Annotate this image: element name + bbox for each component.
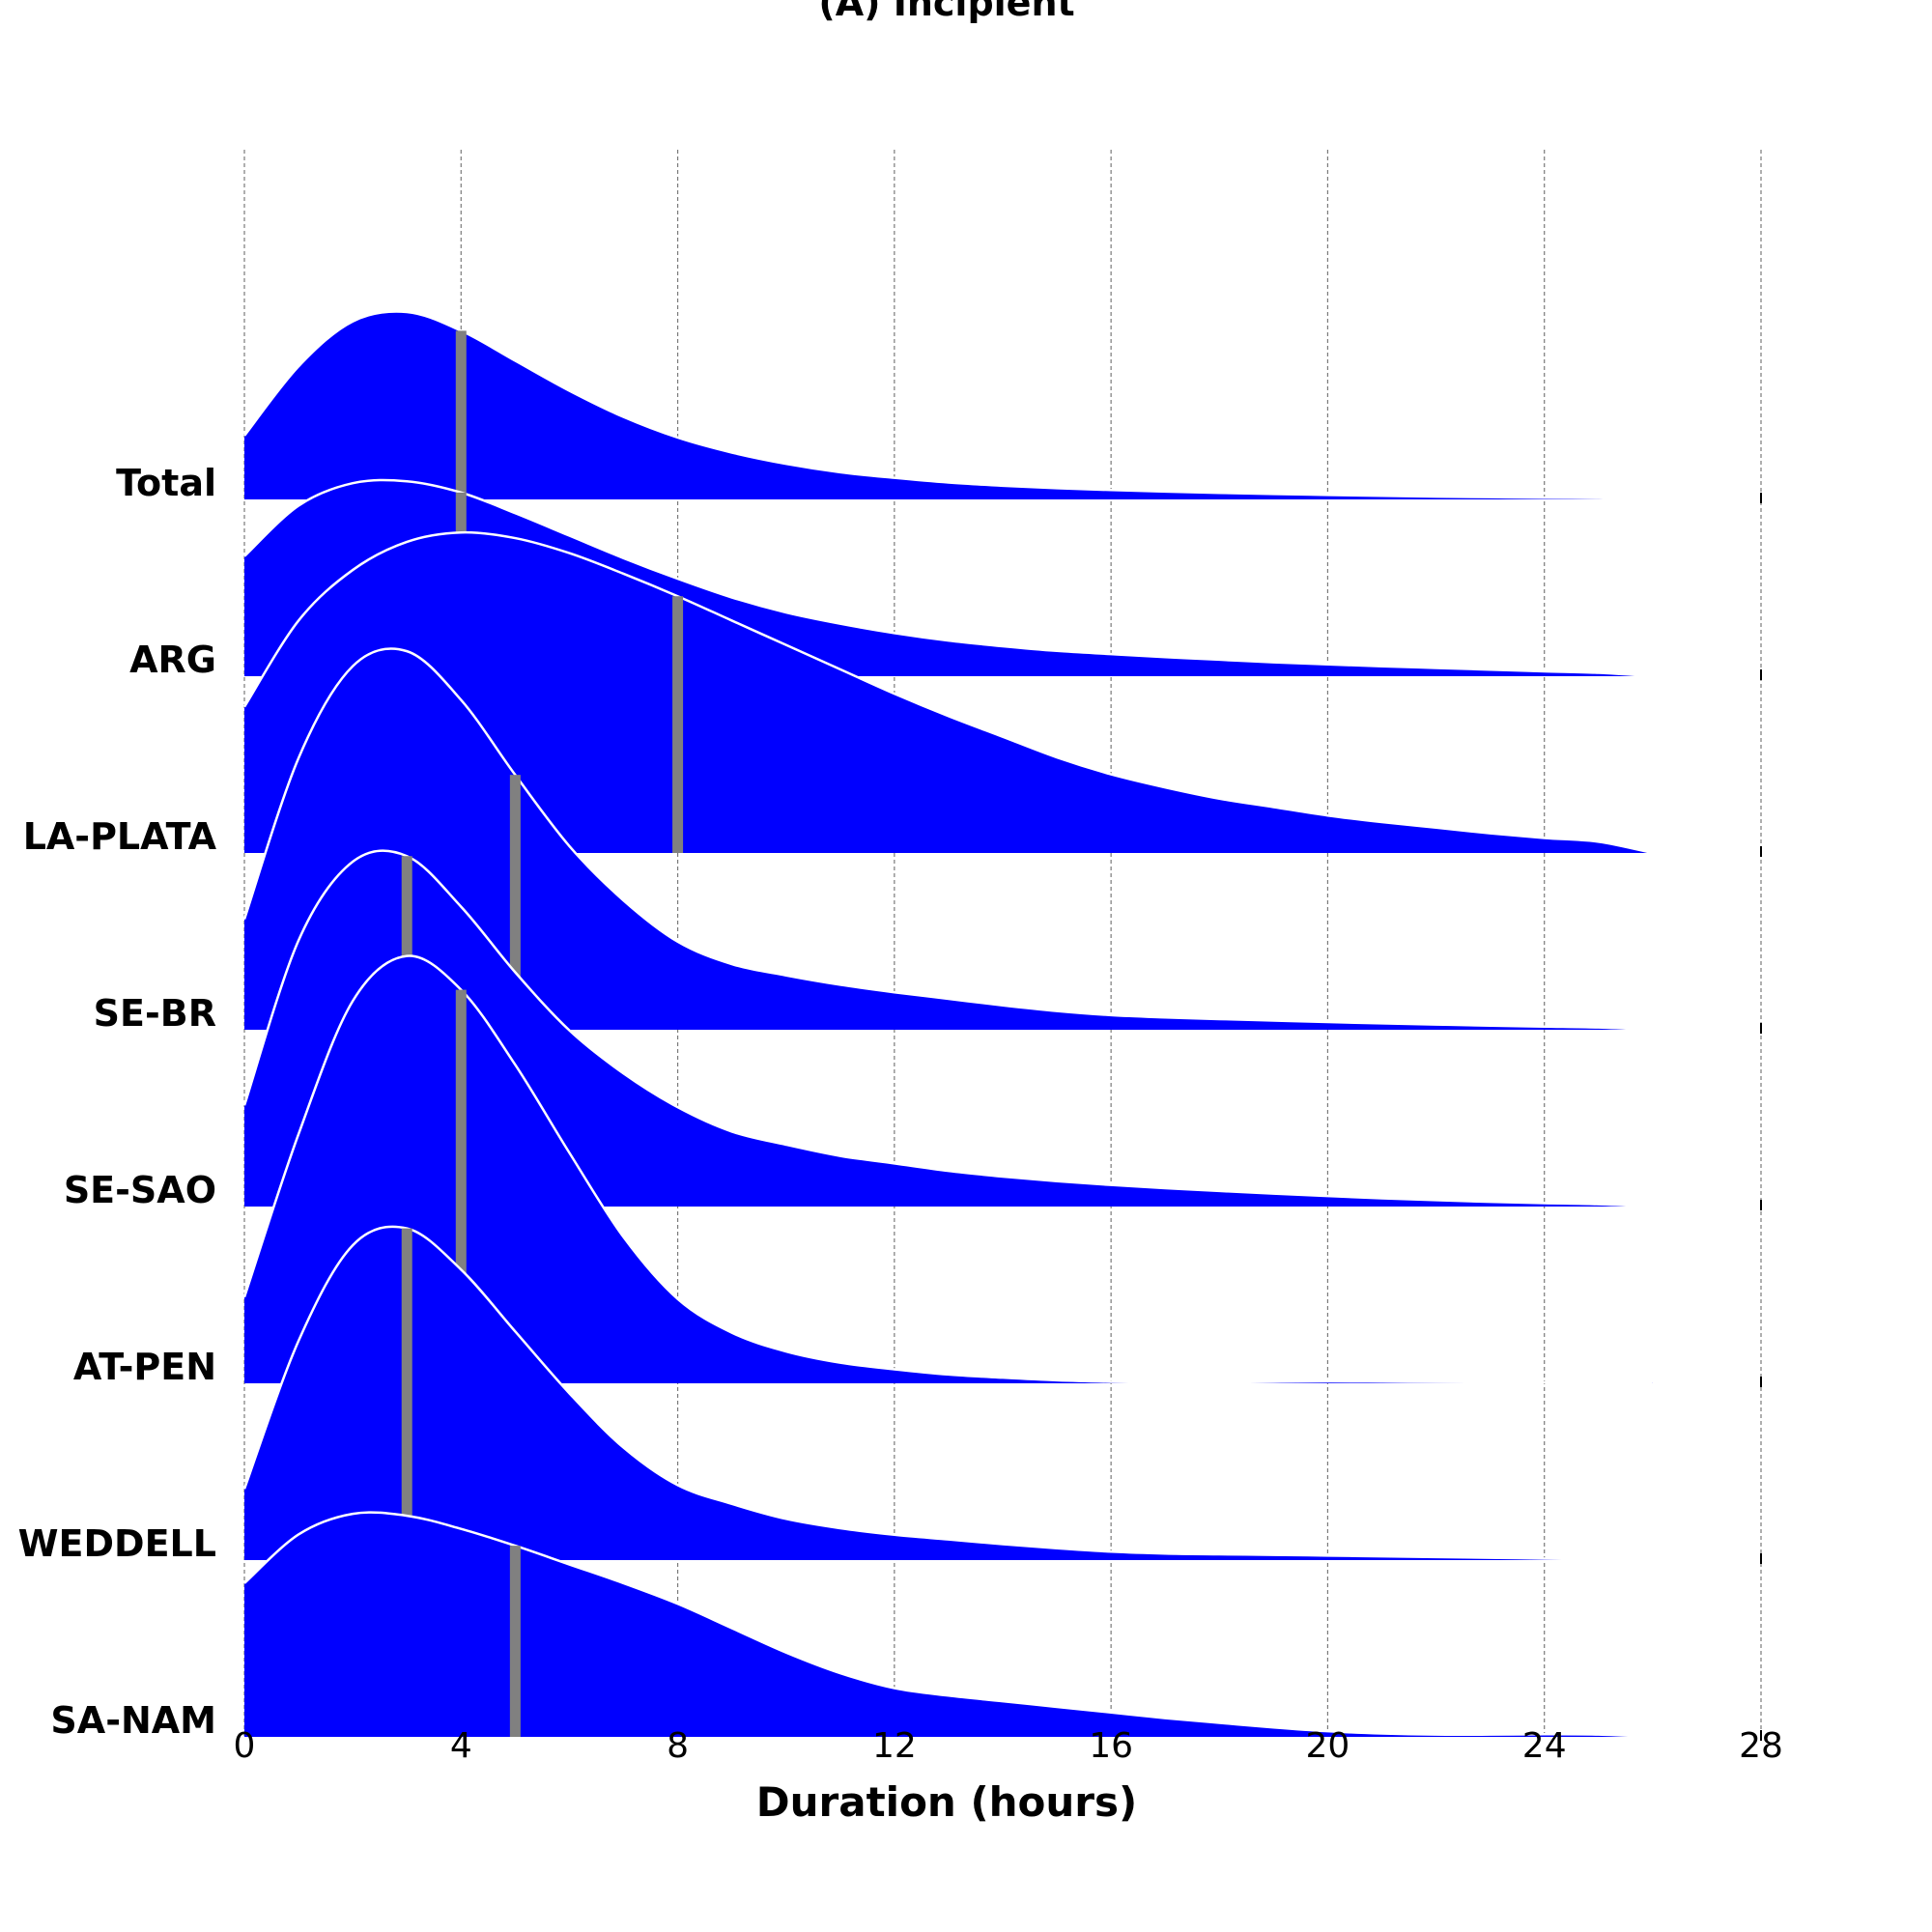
x-tick-label: 4 [450,1726,472,1766]
ridge-se-br [242,647,1762,1034]
median-marker [672,596,684,853]
x-axis-label: Duration (hours) [756,1778,1137,1826]
density-area [244,532,1653,853]
y-label-arg: ARG [129,639,216,681]
ridge-total [243,310,1762,503]
x-tick-label: 24 [1522,1726,1567,1766]
median-marker [509,775,521,1030]
density-area [244,311,1653,499]
density-outline [243,1511,1653,1739]
x-tick-label: 20 [1306,1726,1350,1766]
ridge-sa-nam [243,1511,1762,1741]
density-area [244,850,1653,1207]
density-area [244,1512,1653,1737]
y-label-weddell: WEDDELL [18,1522,216,1565]
median-marker [455,989,467,1383]
chart-title: (A) Incipient [818,0,1074,24]
density-outline [242,954,1653,1384]
median-marker [455,330,467,499]
y-label-sa-nam: SA-NAM [50,1699,216,1742]
density-outline [243,478,1653,678]
x-axis-ticks: 0 4 8 12 16 20 24 28 [234,1726,1783,1766]
y-label-se-sao: SE-SAO [64,1169,216,1211]
x-tick-label: 16 [1089,1726,1133,1766]
density-area [244,1226,1653,1560]
density-outline [242,647,1653,1032]
ridges [242,310,1762,1741]
y-label-total: Total [116,462,216,504]
ridge-at-pen [242,954,1762,1387]
density-outline [242,849,1653,1208]
x-tick-label: 28 [1739,1726,1783,1766]
median-marker [401,1228,412,1560]
x-tick-label: 12 [872,1726,917,1766]
density-area [244,955,1653,1383]
density-outline [242,530,1654,855]
density-outline [242,1225,1653,1562]
density-area [244,648,1653,1030]
x-tick-label: 8 [667,1726,689,1766]
y-axis-labels: Total ARG LA-PLATA SE-BR SE-SAO AT-PEN WEDDELL… [18,462,217,1742]
ridge-la-plata [242,530,1762,857]
ridge-weddell [242,1225,1762,1564]
y-label-at-pen: AT-PEN [73,1346,216,1388]
y-label-la-plata: LA-PLATA [23,815,217,858]
x-tick-label: 0 [234,1726,256,1766]
y-label-se-br: SE-BR [94,992,216,1035]
median-marker [509,1546,521,1737]
